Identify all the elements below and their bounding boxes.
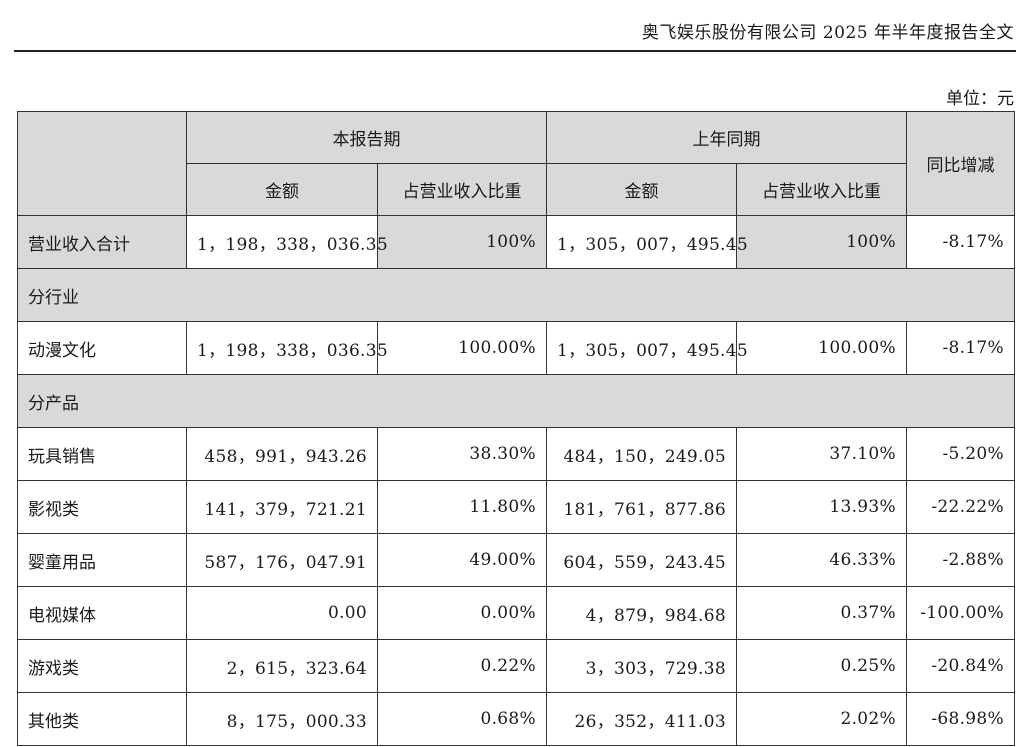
header-current-ratio: 占营业收入比重 (377, 163, 547, 216)
table-row: 影视类 141，379，721.21 11.80% 181，761，877.86… (17, 480, 1015, 534)
prior-amount-cell: 26，352，411.03 (546, 692, 737, 746)
current-ratio-cell: 100% (377, 215, 547, 269)
section-row-industry: 分行业 (17, 268, 1015, 322)
current-amount-cell: 1，198，338，036.35 (186, 321, 388, 375)
prior-amount-cell: 604，559，243.45 (546, 533, 737, 587)
current-amount-cell: 8，175，000.33 (186, 692, 378, 746)
yoy-change-cell: -20.84% (906, 639, 1015, 693)
table-row: 其他类 8，175，000.33 0.68% 26，352，411.03 2.0… (17, 692, 1015, 746)
header-prior-period: 上年同期 (546, 111, 907, 164)
table-row-total: 营业收入合计 1，198，338，036.35 100% 1，305，007，4… (17, 215, 1015, 269)
current-ratio-cell: 49.00% (377, 533, 547, 587)
yoy-change-cell: -68.98% (906, 692, 1015, 746)
header-yoy-change: 同比增减 (906, 111, 1015, 216)
current-ratio-cell: 0.22% (377, 639, 547, 693)
header-current-amount: 金额 (186, 163, 378, 216)
prior-ratio-cell: 100.00% (736, 321, 907, 375)
section-label: 分产品 (17, 374, 1015, 428)
prior-ratio-cell: 46.33% (736, 533, 907, 587)
prior-amount-cell: 484，150，249.05 (546, 427, 737, 481)
table-row: 游戏类 2，615，323.64 0.22% 3，303，729.38 0.25… (17, 639, 1015, 693)
prior-amount-cell: 1，305，007，495.45 (546, 321, 748, 375)
prior-ratio-cell: 0.37% (736, 586, 907, 640)
current-ratio-cell: 100.00% (377, 321, 547, 375)
current-amount-cell: 458，991，943.26 (186, 427, 378, 481)
table-row: 婴童用品 587，176，047.91 49.00% 604，559，243.4… (17, 533, 1015, 587)
current-ratio-cell: 0.68% (377, 692, 547, 746)
current-amount-cell: 2，615，323.64 (186, 639, 378, 693)
table-row: 动漫文化 1，198，338，036.35 100.00% 1，305，007，… (17, 321, 1015, 375)
prior-amount-cell: 181，761，877.86 (546, 480, 737, 534)
row-label: 婴童用品 (17, 533, 187, 587)
row-label: 营业收入合计 (17, 215, 187, 269)
prior-amount-cell: 4，879，984.68 (546, 586, 737, 640)
yoy-change-cell: -5.20% (906, 427, 1015, 481)
yoy-change-cell: -100.00% (906, 586, 1015, 640)
section-label: 分行业 (17, 268, 1015, 322)
current-amount-cell: 0.00 (186, 586, 378, 640)
prior-ratio-cell: 13.93% (736, 480, 907, 534)
section-row-product: 分产品 (17, 374, 1015, 428)
row-label: 电视媒体 (17, 586, 187, 640)
yoy-change-cell: -22.22% (906, 480, 1015, 534)
prior-ratio-cell: 37.10% (736, 427, 907, 481)
row-label: 其他类 (17, 692, 187, 746)
current-ratio-cell: 11.80% (377, 480, 547, 534)
prior-ratio-cell: 100% (736, 215, 907, 269)
table-row: 电视媒体 0.00 0.00% 4，879，984.68 0.37% -100.… (17, 586, 1015, 640)
yoy-change-cell: -8.17% (906, 321, 1015, 375)
yoy-change-cell: -8.17% (906, 215, 1015, 269)
current-amount-cell: 1，198，338，036.35 (186, 215, 388, 269)
table-row: 玩具销售 458，991，943.26 38.30% 484，150，249.0… (17, 427, 1015, 481)
row-label: 玩具销售 (17, 427, 187, 481)
row-label: 动漫文化 (17, 321, 187, 375)
header-prior-amount: 金额 (546, 163, 737, 216)
document-header-title: 奥飞娱乐股份有限公司 2025 年半年度报告全文 (641, 23, 1014, 43)
current-amount-cell: 141，379，721.21 (186, 480, 378, 534)
header-divider (14, 50, 1016, 52)
row-label: 影视类 (17, 480, 187, 534)
yoy-change-cell: -2.88% (906, 533, 1015, 587)
header-prior-ratio: 占营业收入比重 (736, 163, 907, 216)
current-ratio-cell: 0.00% (377, 586, 547, 640)
revenue-composition-table: 本报告期 上年同期 同比增减 金额 占营业收入比重 金额 占营业收入比重 营业收… (17, 111, 1015, 746)
unit-label: 单位：元 (946, 89, 1014, 109)
prior-amount-cell: 1，305，007，495.45 (546, 215, 748, 269)
prior-ratio-cell: 0.25% (736, 639, 907, 693)
prior-ratio-cell: 2.02% (736, 692, 907, 746)
current-ratio-cell: 38.30% (377, 427, 547, 481)
prior-amount-cell: 3，303，729.38 (546, 639, 737, 693)
header-blank-cell (17, 111, 187, 216)
header-current-period: 本报告期 (186, 111, 547, 164)
row-label: 游戏类 (17, 639, 187, 693)
current-amount-cell: 587，176，047.91 (186, 533, 378, 587)
